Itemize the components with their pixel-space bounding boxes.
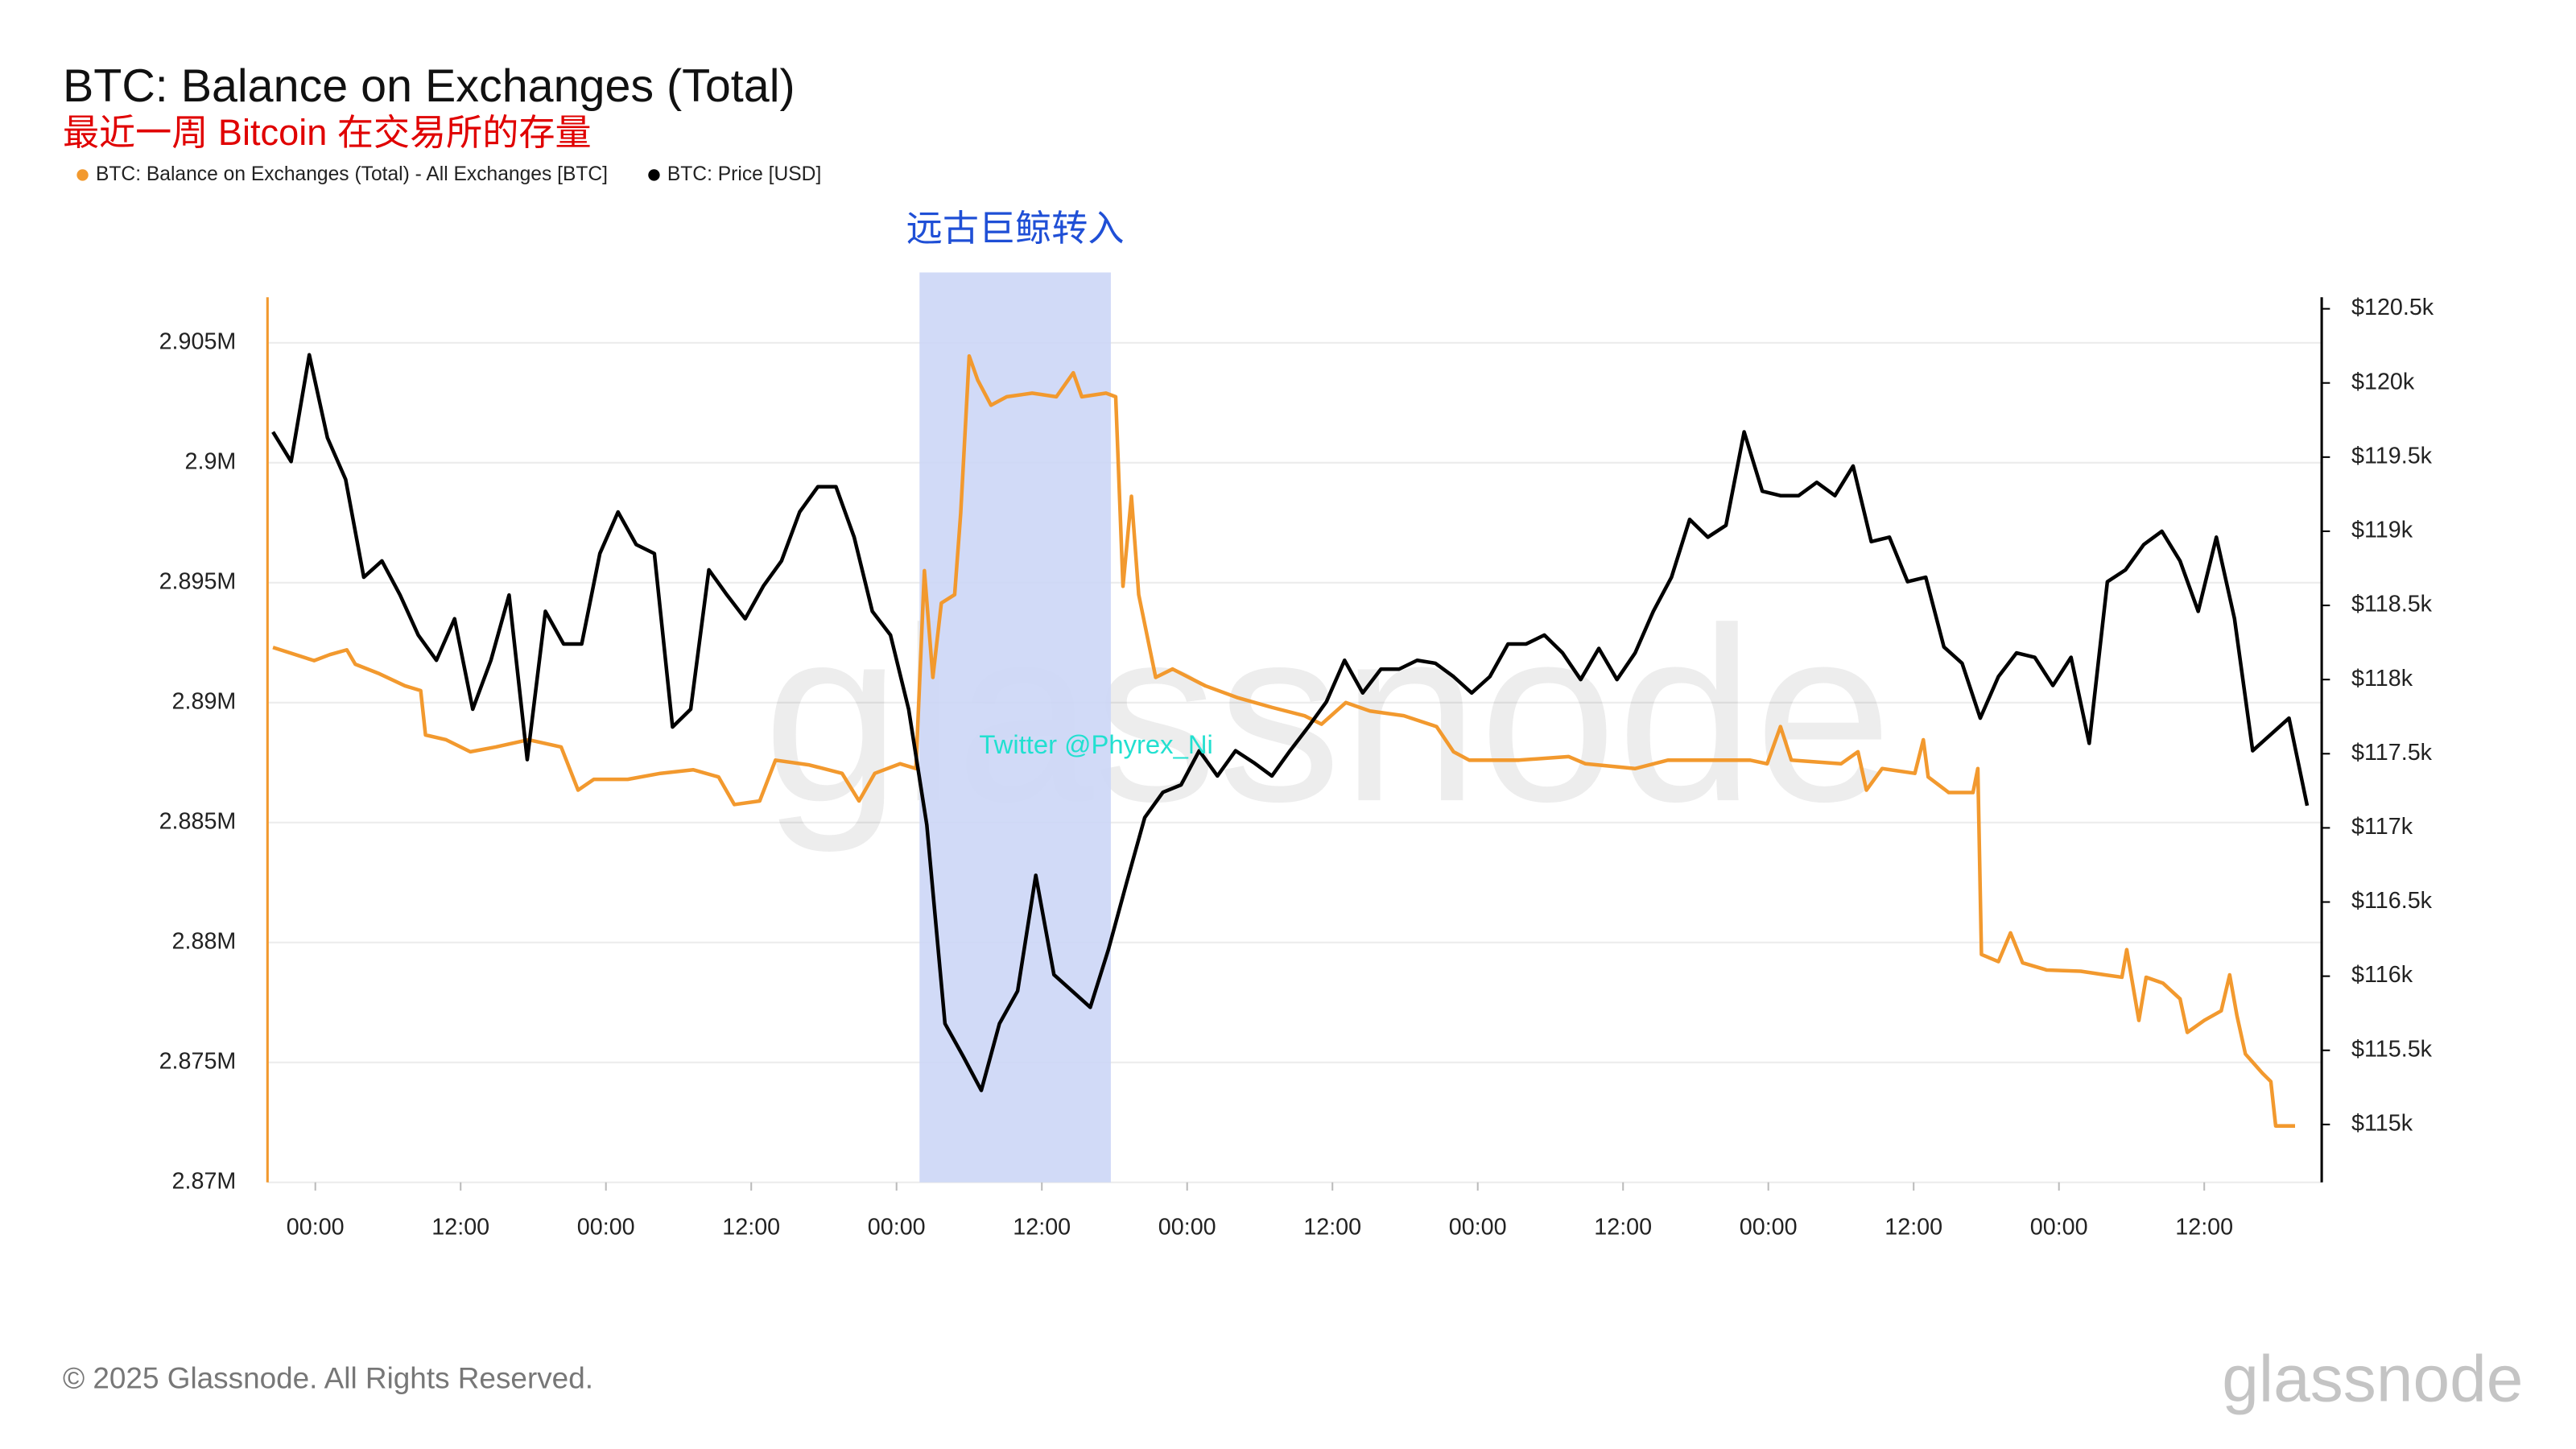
footer-logo: glassnode — [2222, 1343, 2523, 1416]
legend-marker — [76, 169, 89, 181]
legend-marker — [648, 169, 660, 181]
y2-tick-label: $119k — [2351, 518, 2413, 543]
x-tick-label: 12:00 — [1303, 1215, 1361, 1241]
legend-label: BTC: Balance on Exchanges (Total) - All … — [96, 163, 608, 185]
x-tick-label: 00:00 — [1158, 1215, 1216, 1241]
x-tick-label: 00:00 — [577, 1215, 635, 1241]
legend-label: BTC: Price [USD] — [667, 163, 821, 185]
y2-tick-label: $118k — [2351, 666, 2413, 691]
y2-tick-label: $119.5k — [2351, 443, 2433, 469]
y2-tick-label: $120.5k — [2351, 295, 2434, 320]
x-tick-label: 00:00 — [287, 1215, 345, 1241]
x-tick-label: 12:00 — [1594, 1215, 1652, 1241]
x-tick-label: 12:00 — [2175, 1215, 2233, 1241]
y2-tick-label: $117k — [2351, 814, 2413, 840]
y2-tick-label: $117.5k — [2351, 740, 2433, 766]
y-tick-label: 2.895M — [159, 568, 237, 594]
y2-tick-label: $116.5k — [2351, 888, 2433, 914]
x-tick-label: 12:00 — [1885, 1215, 1942, 1241]
y2-tick-label: $116k — [2351, 962, 2413, 988]
y-tick-label: 2.9M — [185, 448, 237, 474]
y-tick-label: 2.87M — [172, 1168, 237, 1194]
y2-tick-label: $115k — [2351, 1110, 2413, 1136]
x-tick-label: 12:00 — [431, 1215, 489, 1241]
footer-copyright: © 2025 Glassnode. All Rights Reserved. — [63, 1362, 593, 1395]
y2-tick-label: $120k — [2351, 369, 2415, 394]
highlight-region — [919, 272, 1111, 1183]
y2-tick-label: $118.5k — [2351, 592, 2433, 617]
x-tick-label: 12:00 — [722, 1215, 780, 1241]
chart-title: BTC: Balance on Exchanges (Total) — [63, 60, 795, 112]
annotation-label: 远古巨鲸转入 — [906, 208, 1125, 249]
y-tick-label: 2.885M — [159, 808, 237, 834]
series-line — [272, 353, 2296, 1128]
x-tick-label: 00:00 — [868, 1215, 926, 1241]
chart-subtitle: 最近一周 Bitcoin 在交易所的存量 — [63, 112, 592, 153]
x-tick-label: 12:00 — [1013, 1215, 1071, 1241]
series-line — [271, 353, 2310, 1092]
x-tick-label: 00:00 — [2030, 1215, 2088, 1241]
y-tick-label: 2.89M — [172, 688, 237, 714]
y-tick-label: 2.875M — [159, 1048, 237, 1074]
x-tick-label: 00:00 — [1740, 1215, 1798, 1241]
y-tick-label: 2.905M — [159, 328, 237, 354]
credit-watermark: Twitter @Phyrex_Ni — [979, 729, 1212, 759]
y2-tick-label: $115.5k — [2351, 1036, 2433, 1062]
y-tick-label: 2.88M — [172, 928, 237, 954]
x-tick-label: 00:00 — [1449, 1215, 1507, 1241]
